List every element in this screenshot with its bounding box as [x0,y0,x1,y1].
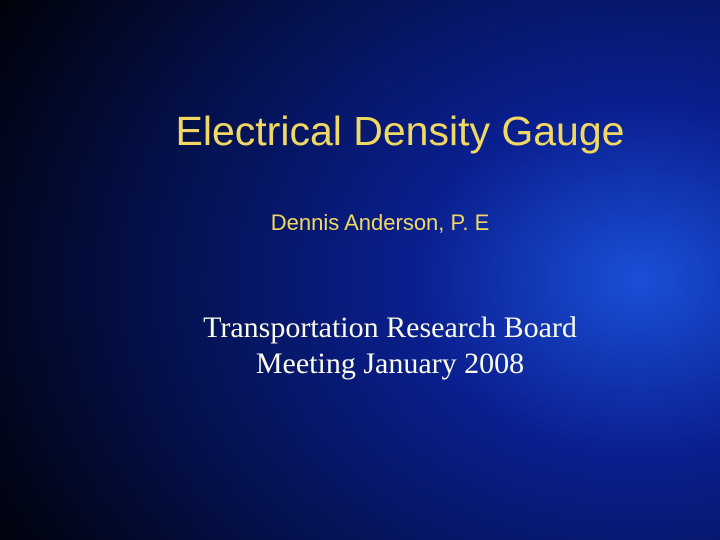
slide-author: Dennis Anderson, P. E [0,210,720,236]
event-line-1: Transportation Research Board [60,310,720,346]
title-slide: Electrical Density Gauge Dennis Anderson… [0,0,720,540]
event-line-2: Meeting January 2008 [60,346,720,382]
slide-title: Electrical Density Gauge [0,108,720,155]
slide-event: Transportation Research Board Meeting Ja… [0,310,720,382]
